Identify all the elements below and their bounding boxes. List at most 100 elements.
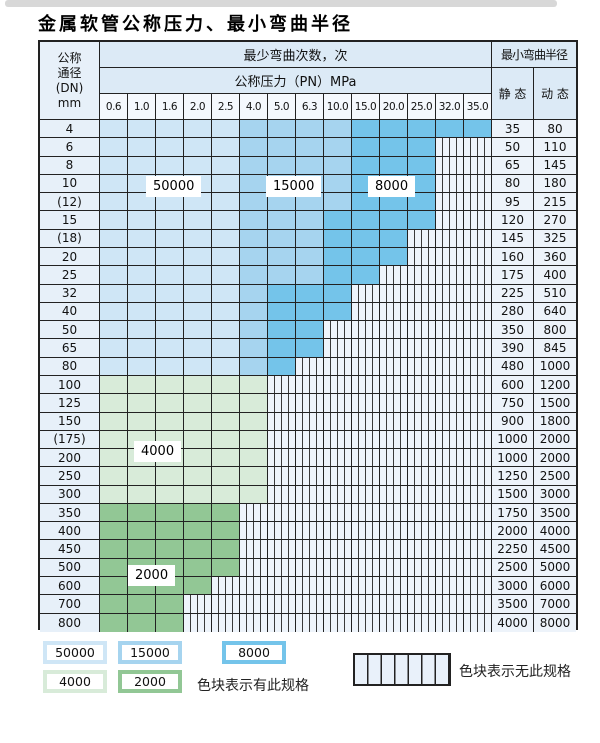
cell-no-spec <box>352 302 380 322</box>
cell-no-spec <box>268 430 296 450</box>
table-header: 公称 通径 (DN) mm 最少弯曲次数，次 最小弯曲半径 公称压力（PN）MPa 0… <box>40 42 576 120</box>
cell-spec-4000 <box>100 485 128 504</box>
cell-spec-50000 <box>100 211 128 230</box>
cell-spec-2000 <box>184 522 212 541</box>
cell-no-spec <box>380 503 408 523</box>
legend-no-spec-swatch <box>353 653 451 686</box>
cell-no-spec <box>268 467 296 486</box>
cell-spec-2000 <box>184 558 212 578</box>
cell-no-spec <box>380 412 408 431</box>
cell-no-spec <box>240 595 268 614</box>
cell-spec-4000 <box>240 467 268 486</box>
cell-no-spec <box>268 595 296 614</box>
cell-spec-8000 <box>352 247 380 267</box>
legend-swatch-label: 50000 <box>47 645 103 660</box>
table-body: 4 35 80 6 50 110 8 65 145 10 80 180 (12) 95 215 15 120 27… <box>40 120 576 632</box>
cell-spec-8000 <box>352 138 380 157</box>
cell-no-spec <box>324 321 352 340</box>
dynamic-radius-cell: 1000 <box>534 357 576 376</box>
cell-no-spec <box>436 613 464 632</box>
cell-spec-15000 <box>324 174 352 194</box>
cell-no-spec <box>268 613 296 632</box>
cell-no-spec <box>352 412 380 431</box>
cell-spec-50000 <box>212 174 240 194</box>
cell-no-spec <box>324 339 352 358</box>
cell-spec-50000 <box>212 156 240 175</box>
cell-no-spec <box>408 558 436 578</box>
cell-no-spec <box>296 412 324 431</box>
cell-no-spec <box>212 613 240 632</box>
static-radius-cell: 160 <box>492 247 534 267</box>
cell-no-spec <box>352 375 380 395</box>
cell-no-spec <box>436 156 464 175</box>
cell-no-spec <box>240 503 268 523</box>
cell-spec-8000 <box>408 193 436 212</box>
cell-spec-8000 <box>324 266 352 285</box>
cell-no-spec <box>296 394 324 413</box>
dynamic-radius-cell: 6000 <box>534 577 576 596</box>
cell-spec-50000 <box>184 211 212 230</box>
cell-no-spec <box>408 266 436 285</box>
cell-no-spec <box>268 558 296 578</box>
cell-spec-8000 <box>352 120 380 139</box>
cell-spec-8000 <box>408 211 436 230</box>
dn-cell: 20 <box>40 247 100 267</box>
cell-spec-15000 <box>296 138 324 157</box>
cell-no-spec <box>380 558 408 578</box>
table-row: 700 3500 7000 <box>40 595 576 614</box>
cell-spec-4000 <box>212 412 240 431</box>
cell-spec-50000 <box>212 211 240 230</box>
cell-spec-15000 <box>240 138 268 157</box>
cell-spec-8000 <box>464 120 492 139</box>
static-radius-cell: 225 <box>492 284 534 303</box>
cell-no-spec <box>436 485 464 504</box>
cell-no-spec <box>268 412 296 431</box>
cell-spec-8000 <box>324 211 352 230</box>
table-row: 450 2250 4500 <box>40 540 576 559</box>
legend-swatch-label: 4000 <box>47 674 103 689</box>
pressure-col-header: 1.0 <box>128 94 156 120</box>
cell-spec-4000 <box>100 449 128 468</box>
cell-no-spec <box>464 156 492 175</box>
dn-cell: 200 <box>40 449 100 468</box>
cell-spec-50000 <box>100 321 128 340</box>
cell-spec-4000 <box>100 430 128 450</box>
cell-no-spec <box>296 467 324 486</box>
static-radius-cell: 65 <box>492 156 534 175</box>
cell-no-spec <box>436 138 464 157</box>
cell-spec-4000 <box>100 467 128 486</box>
legend-swatch-label: 8000 <box>226 645 282 660</box>
cell-no-spec <box>352 321 380 340</box>
cell-spec-4000 <box>156 394 184 413</box>
cell-no-spec <box>296 485 324 504</box>
cell-spec-50000 <box>100 284 128 303</box>
cell-no-spec <box>464 485 492 504</box>
cell-no-spec <box>240 577 268 596</box>
dn-cell: 800 <box>40 613 100 632</box>
cell-no-spec <box>436 321 464 340</box>
cell-no-spec <box>436 266 464 285</box>
dn-cell: 125 <box>40 394 100 413</box>
table-row: 32 225 510 <box>40 284 576 303</box>
cell-spec-4000 <box>212 485 240 504</box>
cell-no-spec <box>352 467 380 486</box>
cell-spec-2000 <box>184 540 212 559</box>
cell-spec-15000 <box>240 339 268 358</box>
table-row: 600 3000 6000 <box>40 577 576 596</box>
cell-spec-4000 <box>184 430 212 450</box>
cell-no-spec <box>324 467 352 486</box>
zone-label-15000: 15000 <box>266 176 322 197</box>
cell-no-spec <box>408 577 436 596</box>
cell-spec-4000 <box>100 412 128 431</box>
cell-no-spec <box>464 412 492 431</box>
cell-no-spec <box>408 595 436 614</box>
static-radius-cell: 35 <box>492 120 534 139</box>
cell-spec-50000 <box>100 156 128 175</box>
cell-spec-50000 <box>212 339 240 358</box>
cell-no-spec <box>352 394 380 413</box>
cell-spec-8000 <box>324 247 352 267</box>
cell-spec-50000 <box>156 156 184 175</box>
cell-no-spec <box>324 503 352 523</box>
cell-no-spec <box>352 595 380 614</box>
cell-no-spec <box>436 449 464 468</box>
